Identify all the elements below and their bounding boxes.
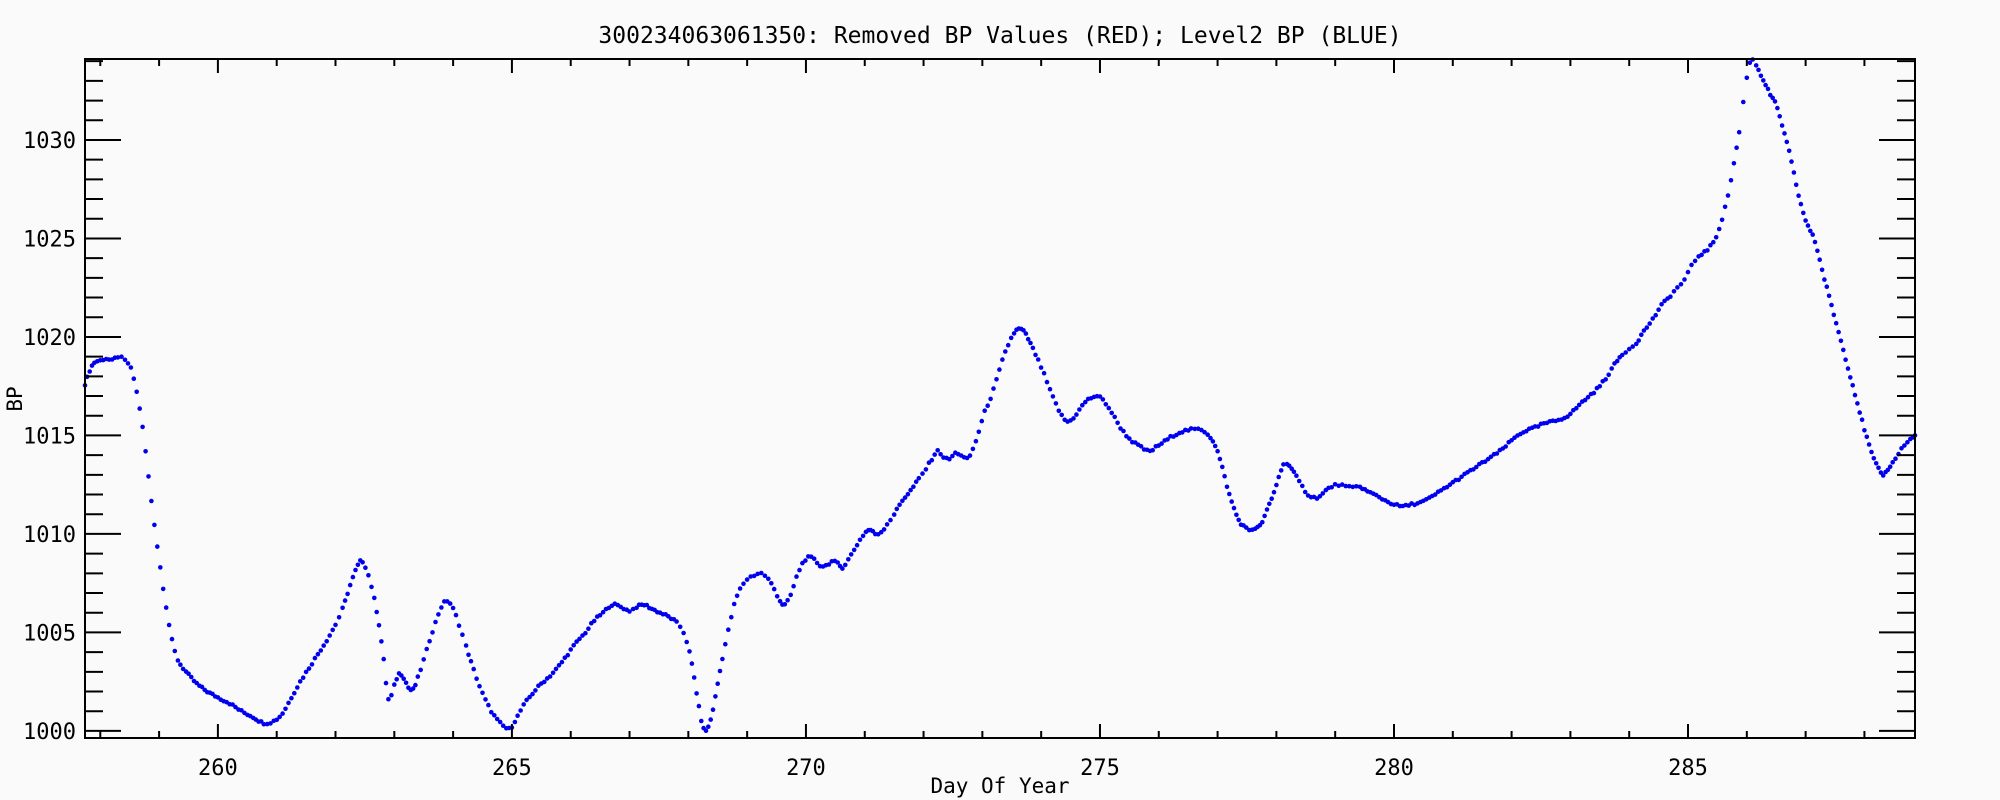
y-tick-label: 1020 <box>23 326 76 351</box>
series-level2-bp <box>82 57 1918 733</box>
y-tick-label: 1005 <box>23 621 76 646</box>
data-points-layer <box>82 57 1918 733</box>
chart-title: 300234063061350: Removed BP Values (RED)… <box>598 23 1401 49</box>
axes-ticks-layer: 260 265 270 275 280 285 1000 1005 1010 1015 1020 10… <box>23 59 1915 781</box>
y-tick-label: 1015 <box>23 424 76 449</box>
y-tick-label: 1025 <box>23 227 76 252</box>
x-tick-label: 280 <box>1374 756 1414 781</box>
y-tick-label: 1030 <box>23 129 76 154</box>
x-tick-label: 285 <box>1668 756 1708 781</box>
y-tick-label: 1000 <box>23 720 76 745</box>
x-tick-label: 275 <box>1080 756 1120 781</box>
x-tick-label: 260 <box>198 756 238 781</box>
y-axis-title: BP <box>3 386 27 411</box>
plot-border <box>84 58 1916 739</box>
x-tick-label: 265 <box>492 756 532 781</box>
x-axis-title: Day Of Year <box>930 774 1069 798</box>
x-tick-label: 270 <box>786 756 826 781</box>
y-tick-label: 1010 <box>23 523 76 548</box>
